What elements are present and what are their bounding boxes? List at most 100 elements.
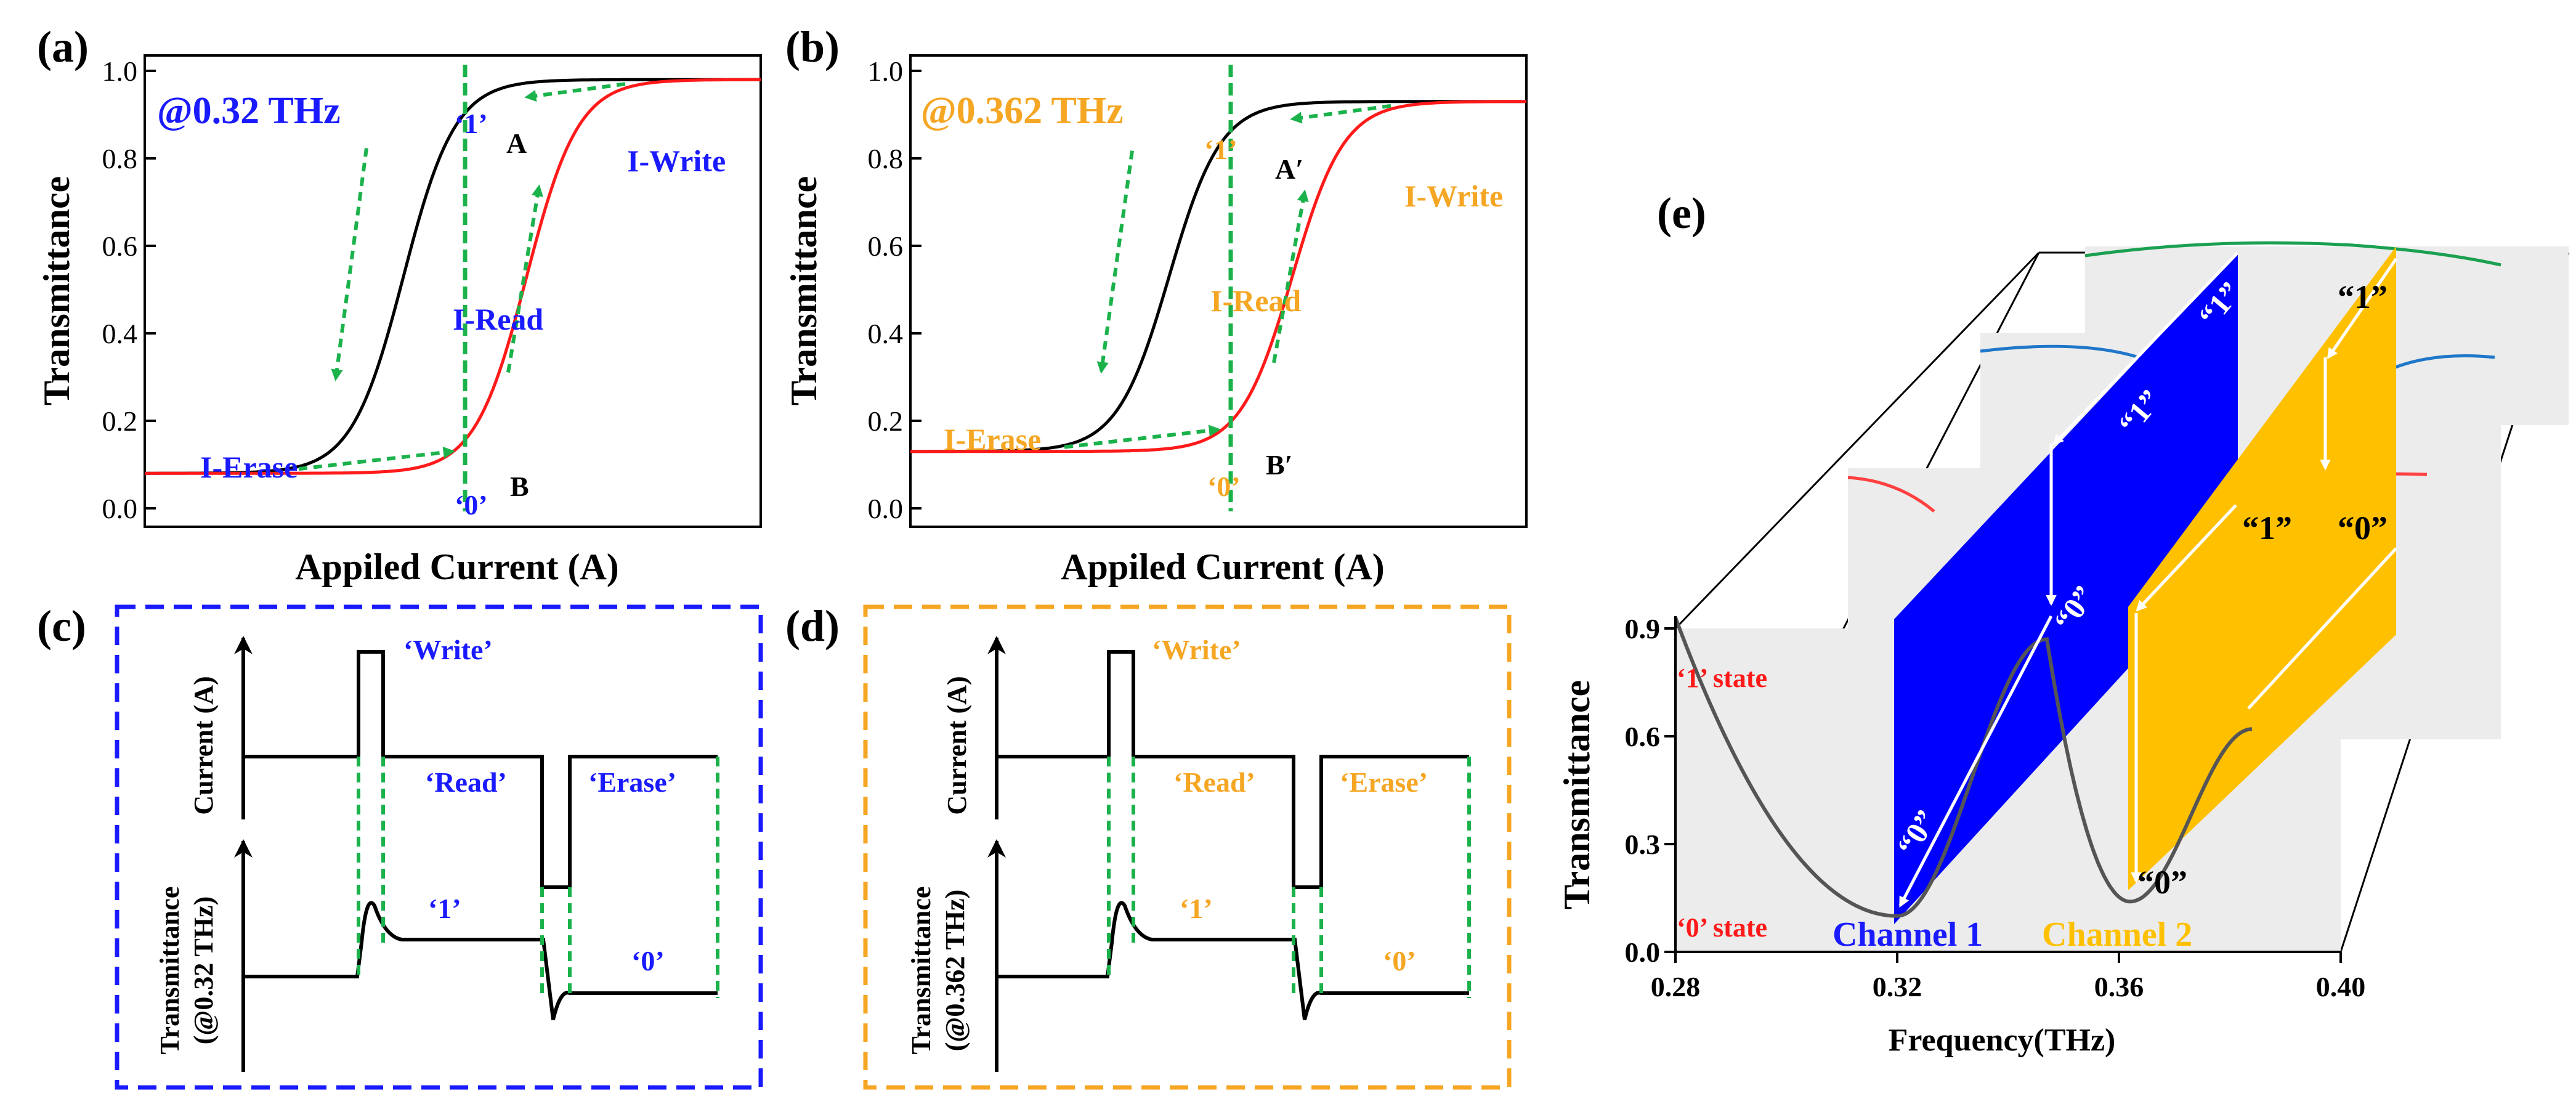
panel-c-zero: ‘0’	[631, 945, 665, 977]
x-tick-label: 0.32	[1873, 971, 1922, 1002]
channel2-label: Channel 2	[2042, 916, 2192, 954]
green-arrow	[524, 82, 626, 102]
panel-c-current-trace	[243, 650, 718, 889]
channel2-white-arrows	[2131, 258, 2398, 884]
panel-e-3d-spectra: (e)	[1557, 189, 2570, 1058]
green-arrow	[1290, 104, 1391, 124]
arrows-a	[298, 82, 626, 471]
panel-c-current-label: Current (A)	[188, 676, 219, 815]
ch2-bit-zero-low: “0”	[2137, 864, 2187, 901]
plot-a-xlabel: Appiled Current (A)	[295, 546, 619, 587]
ch2-bit-zero-mid: “0”	[2338, 510, 2388, 546]
plot-a-pointA: A	[506, 128, 527, 159]
channel2-plane	[2128, 246, 2396, 890]
plot-a-ylabel: Transmittance	[36, 176, 77, 405]
plot-b-xlabel: Appiled Current (A)	[1061, 546, 1385, 587]
plot-a-pointB: B	[510, 471, 529, 502]
y-tick-label: 0.8	[102, 143, 138, 174]
panel-a-label: (a)	[37, 22, 89, 71]
x-tick-label: 0.28	[1651, 971, 1701, 1002]
panel-c-timing-diagram: (c) ‘Write’ ‘Read’ ‘Erase’ ‘1’ ‘0’ Curre…	[37, 601, 763, 1090]
panel-d-zero: ‘0’	[1383, 945, 1416, 977]
green-arrow	[298, 446, 455, 471]
plot-a-state0: ‘0’	[455, 489, 488, 521]
channel1-white-arrows	[1898, 251, 2239, 908]
plot-a-title: @0.32 THz	[157, 90, 341, 132]
panel-b-label: (b)	[785, 22, 840, 71]
x-tick-label: 0.36	[2094, 971, 2144, 1002]
panel-d-read: ‘Read’	[1173, 766, 1255, 798]
panel-d-green-markers	[1107, 757, 1471, 998]
plot-b-write-label: I-Write	[1404, 179, 1503, 213]
plot-a-erase-label: I-Erase	[200, 450, 298, 484]
panel-c-erase: ‘Erase’	[588, 766, 676, 798]
y-tick-label: 0.2	[102, 405, 138, 437]
panel-c-dashed-frame	[115, 604, 763, 1090]
channel1-label: Channel 1	[1833, 916, 1983, 954]
y-tick-label: 0.8	[868, 143, 904, 174]
panel-c-trans-label-1: Transmittance	[155, 887, 185, 1055]
panel-c-green-markers	[357, 757, 719, 998]
y-tick-label: 0.2	[868, 405, 904, 437]
panel-b-hysteresis-plot: (b) 0.0 0.2 0.4 0.6 0.8 1.0 @0.362 THz ‘1’ A′…	[784, 22, 1528, 587]
panel-d-erase: ‘Erase’	[1340, 766, 1428, 798]
panel-c-write: ‘Write’	[403, 634, 493, 665]
panel-d-write: ‘Write’	[1152, 634, 1241, 665]
state-one-label: ‘1’ state	[1677, 663, 1767, 693]
plot-b-ylabel: Transmittance	[784, 176, 824, 405]
panel-d-dashed-frame	[863, 604, 1512, 1090]
panel-c-trans-label-2: (@0.32 THz)	[188, 896, 219, 1045]
y-tick-label: 1.0	[868, 55, 904, 87]
green-arrow	[1064, 425, 1221, 449]
plot-a-state1: ‘1’	[455, 108, 488, 139]
y-tick-label: 0.9	[1625, 613, 1661, 644]
panel-d-one: ‘1’	[1180, 893, 1213, 924]
panel-d-trans-trace	[997, 901, 1469, 1020]
panel-d-current-trace	[997, 650, 1469, 889]
plot-e-ylabel: Transmittance	[1557, 680, 1597, 909]
plot-b-pointB: B′	[1266, 449, 1293, 481]
green-arrow	[506, 184, 543, 373]
plot-a-read-label: I-Read	[453, 302, 543, 336]
arrows-b	[1064, 104, 1391, 449]
panel-d-current-label: Current (A)	[942, 676, 972, 815]
plot-b-state1: ‘1’	[1204, 134, 1237, 165]
plot-e-xlabel: Frequency(THz)	[1889, 1023, 2116, 1058]
plot-b-read-label: I-Read	[1210, 283, 1301, 318]
plot-b-pointA: A′	[1275, 153, 1303, 185]
panel-d-label: (d)	[785, 601, 840, 651]
y-tick-label: 0.6	[868, 230, 904, 262]
plot-b-state0: ‘0’	[1207, 471, 1241, 502]
plot-b-frame	[909, 54, 1528, 528]
plot-a-write-label: I-Write	[627, 144, 726, 178]
green-arrow	[1096, 150, 1134, 374]
y-tick-label: 1.0	[102, 55, 138, 87]
panel-d-trans-label-2: (@0.362 THz)	[940, 890, 970, 1052]
curve-a-erase-black	[145, 78, 761, 475]
curve-e-green-back	[2084, 241, 2501, 267]
plot-e-axes: 0.28 0.32 0.36 0.40 0.0 0.3 0.6 0.9	[1625, 613, 2366, 1002]
green-arrow	[1272, 189, 1309, 364]
plot-b-erase-label: I-Erase	[944, 422, 1041, 457]
ch2-bit-one-top: “1”	[2338, 278, 2388, 315]
green-arrow	[331, 148, 368, 381]
plot-b-title: @0.362 THz	[921, 90, 1124, 132]
y-tick-label: 0.0	[1625, 936, 1661, 968]
y-tick-label: 0.6	[102, 230, 138, 262]
panel-a-hysteresis-plot: (a) 0.0 0.2 0.4 0.6 0.8 1.0 @0.32 THz ‘1’ A I…	[36, 22, 762, 587]
y-tick-label: 0.0	[868, 493, 904, 524]
panel-c-read: ‘Read’	[425, 766, 507, 798]
ch2-bit-one-mid: “1”	[2242, 510, 2292, 546]
y-tick-label: 0.4	[102, 318, 138, 349]
panel-c-trans-trace	[243, 901, 718, 1020]
plot-a-y-ticks: 0.0 0.2 0.4 0.6 0.8 1.0	[102, 55, 156, 524]
panel-c-label: (c)	[37, 601, 86, 651]
plot-a-frame	[144, 54, 762, 528]
curve-e-front-dips	[1674, 617, 2253, 918]
state-zero-label: ‘0’ state	[1677, 912, 1767, 943]
x-tick-label: 0.40	[2316, 971, 2366, 1002]
panel-c-one: ‘1’	[428, 893, 461, 924]
y-tick-label: 0.6	[1625, 721, 1661, 752]
y-tick-label: 0.0	[102, 493, 138, 524]
y-tick-label: 0.3	[1625, 829, 1661, 860]
